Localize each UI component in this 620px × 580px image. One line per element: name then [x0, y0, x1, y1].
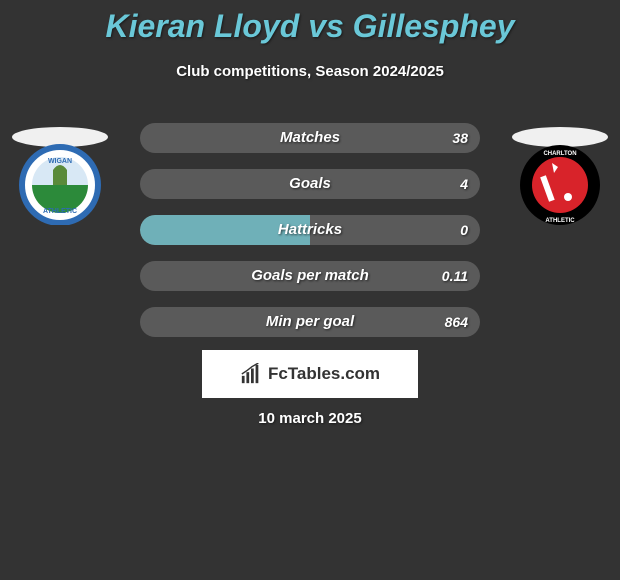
page-title: Kieran Lloyd vs Gillesphey — [0, 0, 620, 45]
page-subtitle: Club competitions, Season 2024/2025 — [0, 63, 620, 80]
stat-bar: Min per goal864 — [140, 307, 480, 337]
stat-label: Hattricks — [140, 215, 480, 245]
stat-label: Min per goal — [140, 307, 480, 337]
svg-text:WIGAN: WIGAN — [48, 158, 72, 165]
stat-bar: Hattricks0 — [140, 215, 480, 245]
svg-text:CHARLTON: CHARLTON — [543, 151, 576, 157]
branding-box[interactable]: FcTables.com — [202, 350, 418, 398]
stat-value-right: 38 — [452, 123, 468, 153]
stats-bars: Matches38 Goals4 Hattricks0 Goals per match… — [140, 123, 480, 353]
chart-icon — [240, 363, 262, 385]
wigan-badge-icon: ATHLETIC WIGAN — [10, 125, 110, 225]
stat-label: Matches — [140, 123, 480, 153]
date-label: 10 march 2025 — [0, 410, 620, 427]
charlton-badge-icon: CHARLTON ATHLETIC — [510, 125, 610, 225]
team-left-badge: ATHLETIC WIGAN — [10, 125, 110, 210]
stat-bar: Goals4 — [140, 169, 480, 199]
stat-label: Goals — [140, 169, 480, 199]
team-right-badge: CHARLTON ATHLETIC — [510, 125, 610, 210]
stat-label: Goals per match — [140, 261, 480, 291]
stat-bar: Matches38 — [140, 123, 480, 153]
stat-value-right: 4 — [460, 169, 468, 199]
stat-value-right: 0 — [460, 215, 468, 245]
svg-text:ATHLETIC: ATHLETIC — [43, 208, 77, 215]
stat-bar: Goals per match0.11 — [140, 261, 480, 291]
stat-value-right: 0.11 — [442, 261, 468, 291]
branding-text: FcTables.com — [268, 364, 380, 384]
stat-value-right: 864 — [445, 307, 468, 337]
svg-text:ATHLETIC: ATHLETIC — [545, 218, 575, 224]
